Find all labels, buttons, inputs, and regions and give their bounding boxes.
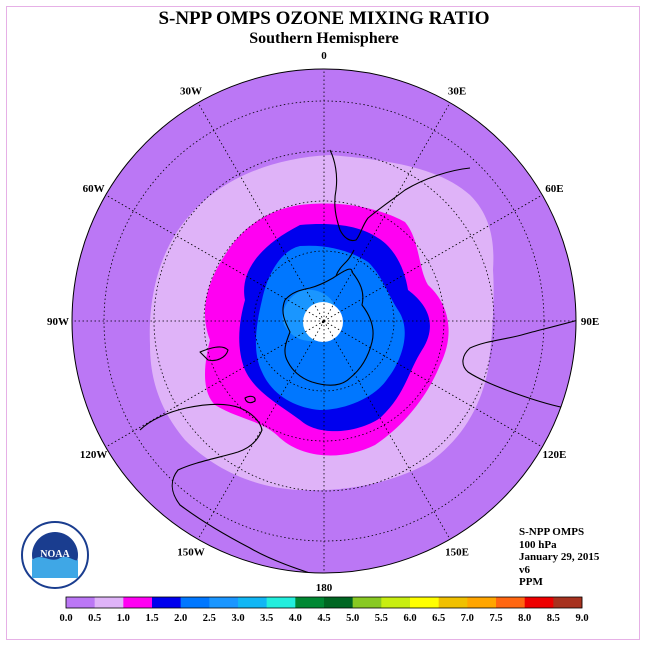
colorbar-tick-label: 5.0 bbox=[346, 613, 359, 624]
colorbar-swatch bbox=[410, 597, 439, 608]
colorbar-swatch bbox=[266, 597, 296, 608]
colorbar-tick-label: 0.5 bbox=[88, 613, 101, 624]
longitude-label: 150E bbox=[445, 546, 469, 558]
tasmania-coastline bbox=[244, 395, 256, 404]
antarctic-peninsula-coastline bbox=[335, 249, 355, 277]
colorbar-swatch bbox=[324, 597, 353, 608]
colorbar-tick-label: 8.5 bbox=[547, 613, 560, 624]
colorbar-tick-label: 7.5 bbox=[489, 613, 502, 624]
colorbar-tick-label: 8.0 bbox=[518, 613, 531, 624]
colorbar-swatch bbox=[467, 597, 497, 608]
longitude-label: 60E bbox=[545, 183, 563, 195]
colorbar-tick-label: 4.5 bbox=[317, 613, 330, 624]
longitude-labels: 90W 60W 30W 0 30E 60E 90E 120E 150E 180 150W 120W bbox=[47, 50, 599, 594]
antarctica-coastline bbox=[282, 268, 374, 386]
graticule bbox=[72, 69, 576, 573]
date-label: January 29, 2015 bbox=[519, 551, 600, 563]
longitude-label: 150W bbox=[177, 546, 205, 558]
colorbar-tick-label: 5.5 bbox=[375, 613, 388, 624]
version-label: v6 bbox=[519, 563, 530, 576]
colorbar-swatch bbox=[66, 597, 95, 608]
colorbar-tick-label: 2.0 bbox=[174, 613, 187, 624]
colorbar-border bbox=[65, 596, 583, 609]
colorbar-swatch bbox=[94, 597, 124, 608]
longitude-label: 120E bbox=[542, 449, 566, 461]
colorbar-tick-label: 0.0 bbox=[59, 613, 72, 624]
pressure-level-label: 100 hPa bbox=[519, 538, 557, 551]
south-america-coastline bbox=[329, 149, 471, 242]
colorbar-swatch bbox=[381, 597, 411, 608]
colorbar-swatch bbox=[238, 597, 267, 608]
colorbar-swatch bbox=[152, 597, 181, 608]
map-subtitle: Southern Hemisphere bbox=[249, 30, 399, 47]
longitude-label: 30E bbox=[448, 86, 466, 98]
coastlines bbox=[139, 149, 576, 573]
colorbar-tick-label: 1.0 bbox=[117, 613, 130, 624]
colorbar-swatch bbox=[295, 597, 325, 608]
noaa-logo: NOAA bbox=[20, 520, 90, 595]
colorbar-swatch bbox=[553, 597, 583, 608]
colorbar-swatch bbox=[524, 597, 554, 608]
colorbar: 0.0 0.5 1.0 1.5 2.0 2.5 3.0 3.5 4.0 4.5 5.0 5.5 6.0 6… bbox=[59, 596, 589, 624]
noaa-logo-text: NOAA bbox=[40, 549, 70, 560]
colorbar-swatch bbox=[352, 597, 382, 608]
longitude-label: 0 bbox=[321, 50, 327, 62]
longitude-label: 60W bbox=[83, 183, 105, 195]
longitude-label: 30W bbox=[180, 86, 202, 98]
colorbar-tick-label: 6.5 bbox=[432, 613, 445, 624]
new-zealand-coastline bbox=[199, 346, 229, 362]
plot-frame bbox=[6, 6, 640, 640]
colorbar-tick-label: 1.5 bbox=[145, 613, 158, 624]
colorbar-swatch bbox=[180, 597, 210, 608]
africa-coastline bbox=[462, 319, 576, 411]
colorbar-swatch bbox=[123, 597, 153, 608]
colorbar-tick-label: 6.0 bbox=[403, 613, 416, 624]
colorbar-tick-label: 4.0 bbox=[289, 613, 302, 624]
map-title: S-NPP OMPS OZONE MIXING RATIO bbox=[158, 8, 490, 29]
longitude-label: 180 bbox=[316, 582, 333, 594]
colorbar-tick-label: 9.0 bbox=[575, 613, 588, 624]
colorbar-swatch bbox=[496, 597, 525, 608]
colorbar-swatch bbox=[209, 597, 239, 608]
metadata-panel: S-NPP OMPS 100 hPa January 29, 2015 v6 P… bbox=[519, 526, 599, 589]
latitude-circle bbox=[153, 150, 495, 492]
longitude-label: 90E bbox=[581, 316, 599, 328]
colorbar-tick-label: 7.0 bbox=[461, 613, 474, 624]
colorbar-tick-label: 2.5 bbox=[203, 613, 216, 624]
latitude-circle bbox=[253, 250, 395, 392]
units-label: PPM bbox=[519, 576, 543, 588]
colorbar-tick-label: 3.5 bbox=[260, 613, 273, 624]
longitude-label: 120W bbox=[80, 449, 108, 461]
australia-coastline bbox=[139, 403, 326, 573]
longitude-label: 90W bbox=[47, 316, 69, 328]
map-boundary bbox=[71, 68, 577, 574]
colorbar-tick-label: 3.0 bbox=[231, 613, 244, 624]
instrument-label: S-NPP OMPS bbox=[519, 526, 585, 538]
colorbar-swatch bbox=[438, 597, 468, 608]
